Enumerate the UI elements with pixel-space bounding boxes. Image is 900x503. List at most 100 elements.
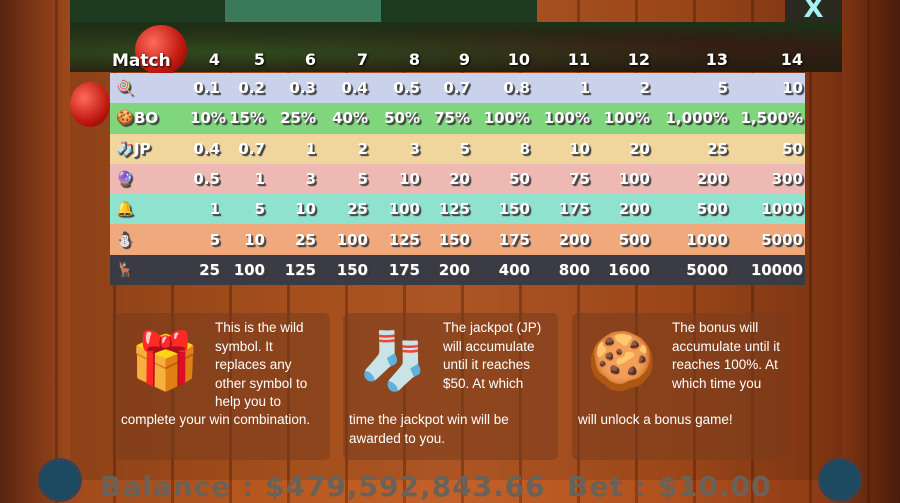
table-header: Match 4 5 6 7 8 9 10 11 12 13 14 bbox=[110, 50, 803, 72]
table-cell: 2 bbox=[639, 79, 650, 98]
table-row: 🦌 25 100 125 150 175 200 400 800 1600 5000 10000 bbox=[110, 254, 805, 286]
table-row: 🔔 1 5 10 25 100 125 150 175 200 500 1000 bbox=[110, 194, 805, 225]
table-cell: 25 bbox=[199, 260, 220, 279]
row-label: 🦌 bbox=[110, 260, 190, 280]
table-cell: 100 bbox=[618, 170, 650, 189]
table-cell: 10000 bbox=[750, 260, 803, 279]
table-cell: 125 bbox=[438, 200, 470, 219]
table-cell: 1600 bbox=[608, 260, 650, 279]
ornament-decoration bbox=[70, 82, 110, 127]
info-text-continued: will unlock a bonus game! bbox=[578, 412, 733, 427]
tab-1[interactable] bbox=[70, 0, 226, 22]
table-cell: 200 bbox=[696, 170, 728, 189]
table-cell: 20 bbox=[449, 170, 470, 189]
table-cell: 0.5 bbox=[393, 79, 420, 98]
row-label: 🧦 JP bbox=[110, 139, 190, 159]
row-label: 🔮 bbox=[110, 169, 190, 189]
balance-bar: Balance : $479,592,843.66 Bet : $10.00 bbox=[100, 470, 772, 503]
table-cell: 175 bbox=[498, 230, 530, 249]
table-cell: 300 bbox=[771, 170, 803, 189]
table-cell: 500 bbox=[618, 230, 650, 249]
header-cell: 13 bbox=[705, 50, 728, 69]
table-cell: 1,500% bbox=[740, 109, 803, 128]
table-cell: 5 bbox=[254, 200, 265, 219]
table-cell: 1000 bbox=[686, 230, 728, 249]
header-cell: 5 bbox=[253, 50, 265, 69]
table-cell: 0.8 bbox=[503, 79, 530, 98]
row-label-text: JP bbox=[134, 139, 151, 158]
row-label: 🍪 BO bbox=[110, 108, 190, 128]
table-cell: 15% bbox=[229, 109, 265, 128]
header-cell: 12 bbox=[627, 50, 650, 69]
ornament-icon: 🔮 bbox=[116, 171, 134, 188]
table-cell: 50 bbox=[509, 170, 530, 189]
stocking-icon: 🧦 bbox=[358, 329, 428, 392]
header-cell: 11 bbox=[567, 50, 590, 69]
tab-3[interactable] bbox=[381, 0, 537, 22]
row-label: 🔔 bbox=[110, 199, 190, 219]
info-text: The jackpot (JP) will accumulate until i… bbox=[443, 320, 542, 391]
table-cell: 0.3 bbox=[289, 79, 316, 98]
stocking-icon: 🧦 bbox=[116, 140, 134, 157]
table-cell: 1,000% bbox=[665, 109, 728, 128]
candy-cane-icon: 🍭 bbox=[116, 80, 134, 97]
table-cell: 0.7 bbox=[238, 139, 265, 158]
gingerbread-icon: 🍪 bbox=[116, 110, 134, 127]
info-text: This is the wild symbol. It replaces any… bbox=[215, 320, 308, 409]
gingerbread-icon: 🍪 bbox=[587, 329, 657, 392]
table-cell: 50% bbox=[384, 109, 420, 128]
table-cell: 100 bbox=[388, 200, 420, 219]
table-cell: 150 bbox=[336, 260, 368, 279]
table-cell: 125 bbox=[284, 260, 316, 279]
table-row: ⛄ 5 10 25 100 125 150 175 200 500 1000 5000 bbox=[110, 224, 805, 255]
info-box: 🧦 The jackpot (JP) will accumulate until … bbox=[343, 313, 558, 460]
header-cell: 7 bbox=[356, 50, 368, 69]
table-cell: 5000 bbox=[761, 230, 803, 249]
table-row: 🍪 BO 10% 15% 25% 40% 50% 75% 100% 100% 100% 1,000% 1… bbox=[110, 103, 805, 134]
table-cell: 1 bbox=[305, 139, 316, 158]
close-button[interactable]: X bbox=[785, 0, 842, 22]
table-cell: 100 bbox=[336, 230, 368, 249]
bet-text: Bet : $10.00 bbox=[567, 470, 772, 503]
table-cell: 1000 bbox=[761, 200, 803, 219]
table-cell: 3 bbox=[409, 139, 420, 158]
tab-2[interactable] bbox=[225, 0, 381, 22]
table-row: 🔮 0.5 1 3 5 10 20 50 75 100 200 300 bbox=[110, 163, 805, 195]
info-text-continued: time the jackpot win will be awarded to … bbox=[349, 412, 509, 446]
table-cell: 5 bbox=[717, 79, 728, 98]
table-cell: 25 bbox=[707, 139, 728, 158]
header-cell: 8 bbox=[408, 50, 420, 69]
table-cell: 0.2 bbox=[238, 79, 265, 98]
table-cell: 5000 bbox=[686, 260, 728, 279]
table-cell: 400 bbox=[498, 260, 530, 279]
table-cell: 1 bbox=[579, 79, 590, 98]
header-cell: 14 bbox=[780, 50, 803, 69]
table-cell: 200 bbox=[558, 230, 590, 249]
bell-icon: 🔔 bbox=[116, 201, 134, 218]
table-cell: 500 bbox=[696, 200, 728, 219]
table-cell: 1 bbox=[209, 200, 220, 219]
settings-button[interactable] bbox=[818, 458, 862, 502]
table-cell: 5 bbox=[459, 139, 470, 158]
table-row: 🧦 JP 0.4 0.7 1 2 3 5 8 10 20 25 50 bbox=[110, 133, 805, 164]
table-cell: 800 bbox=[558, 260, 590, 279]
table-cell: 3 bbox=[305, 170, 316, 189]
table-row: 🍭 0.1 0.2 0.3 0.4 0.5 0.7 0.8 1 2 5 10 bbox=[110, 73, 805, 104]
ornament-decoration bbox=[135, 25, 187, 75]
paytable: 🍭 0.1 0.2 0.3 0.4 0.5 0.7 0.8 1 2 5 10 🍪 BO 10% 15% 25% 4… bbox=[110, 73, 805, 286]
info-text: The bonus will accumulate until it reach… bbox=[672, 320, 781, 391]
table-cell: 0.7 bbox=[443, 79, 470, 98]
table-cell: 10 bbox=[782, 79, 803, 98]
table-cell: 10 bbox=[399, 170, 420, 189]
table-cell: 150 bbox=[438, 230, 470, 249]
table-cell: 0.4 bbox=[341, 79, 368, 98]
table-cell: 8 bbox=[519, 139, 530, 158]
home-button[interactable] bbox=[38, 458, 82, 502]
table-cell: 100% bbox=[603, 109, 650, 128]
table-cell: 5 bbox=[357, 170, 368, 189]
table-cell: 10 bbox=[295, 200, 316, 219]
table-cell: 175 bbox=[558, 200, 590, 219]
table-cell: 200 bbox=[618, 200, 650, 219]
table-cell: 150 bbox=[498, 200, 530, 219]
row-label: 🍭 bbox=[110, 78, 190, 98]
